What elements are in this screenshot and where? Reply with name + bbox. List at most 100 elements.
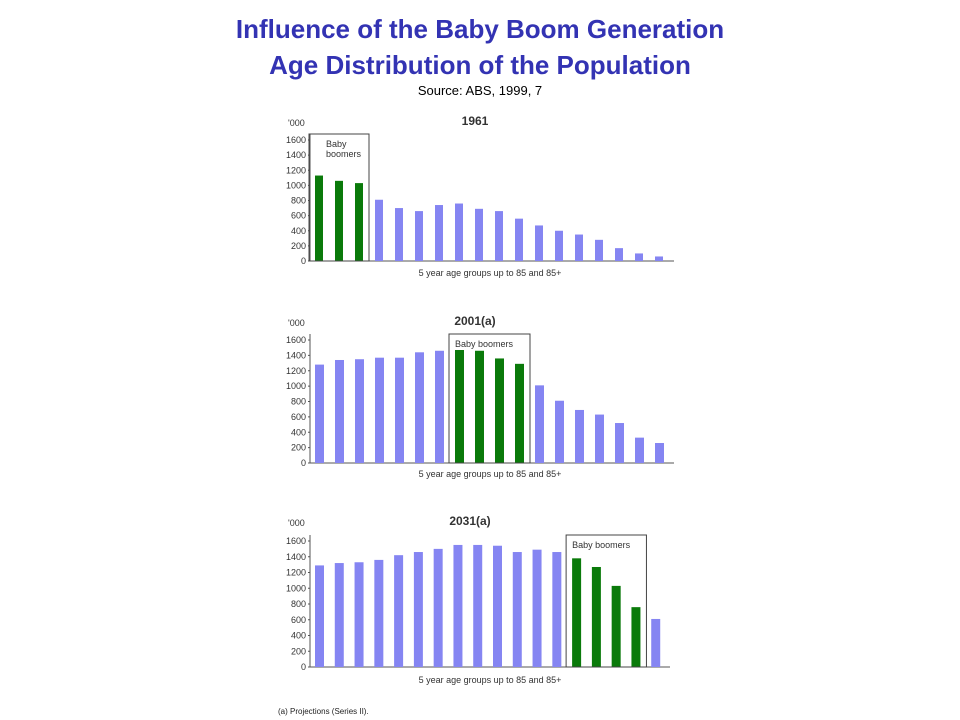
y-tick-label: 1200 — [286, 568, 306, 578]
age-group-bar — [495, 211, 503, 261]
boomer-bar — [515, 363, 524, 463]
y-tick-label: 1400 — [286, 350, 306, 360]
y-tick-label: 1400 — [286, 552, 306, 562]
boomer-bar — [611, 585, 621, 667]
age-group-bar — [433, 548, 443, 667]
boomer-bar — [335, 180, 343, 261]
y-tick-label: 0 — [301, 662, 306, 672]
age-group-bar — [615, 248, 623, 261]
age-group-bar — [555, 230, 563, 261]
y-axis-label: '000 — [288, 518, 305, 528]
y-tick-label: 400 — [291, 631, 306, 641]
y-axis-label: '000 — [288, 318, 305, 328]
source-citation: Source: ABS, 1999, 7 — [417, 83, 543, 98]
age-group-bar — [473, 544, 483, 667]
y-tick-label: 200 — [291, 646, 306, 656]
y-tick-label: 1400 — [286, 150, 306, 160]
y-tick-label: 1600 — [286, 536, 306, 546]
boomer-bar — [455, 349, 464, 463]
age-group-bar — [615, 423, 624, 463]
baby-boomers-label: boomers — [326, 149, 362, 159]
baby-boomers-label: Baby — [326, 139, 347, 149]
boomer-bar — [572, 558, 582, 667]
age-group-bar — [375, 199, 383, 261]
y-tick-label: 1000 — [286, 583, 306, 593]
y-tick-label: 800 — [291, 397, 306, 407]
age-group-bar — [512, 552, 522, 667]
age-group-bar — [374, 559, 384, 667]
age-group-bar — [453, 544, 463, 667]
age-group-bar — [395, 208, 403, 261]
age-group-bar — [315, 364, 324, 463]
chart-title: 1961 — [462, 114, 489, 128]
boomer-bar — [475, 350, 484, 463]
age-group-bar — [515, 218, 523, 261]
y-axis-label: '000 — [288, 118, 305, 128]
y-tick-label: 1200 — [286, 366, 306, 376]
age-group-bar — [651, 618, 661, 667]
age-group-bar — [335, 359, 344, 463]
boomer-bar — [591, 566, 601, 667]
age-group-bar — [413, 552, 423, 667]
age-group-bar — [415, 352, 424, 463]
y-tick-label: 200 — [291, 241, 306, 251]
y-tick-label: 1200 — [286, 165, 306, 175]
age-group-bar — [475, 208, 483, 261]
y-tick-label: 0 — [301, 458, 306, 468]
age-group-bar — [415, 211, 423, 261]
age-group-bar — [655, 443, 664, 463]
age-group-bar — [535, 385, 544, 463]
baby-boomers-box — [448, 333, 531, 464]
y-tick-label: 600 — [291, 211, 306, 221]
y-tick-label: 1600 — [286, 135, 306, 145]
chart-1961: 1961 '000 0 200 400 600 800 1000 1200 1400 1600 Bab… — [286, 114, 674, 278]
age-group-bar — [395, 357, 404, 463]
age-group-bar — [354, 562, 364, 667]
footnote: (a) Projections (Series II). — [278, 707, 369, 716]
baby-boomers-box — [308, 133, 370, 262]
age-group-bar — [635, 437, 644, 463]
y-tick-label: 1000 — [286, 381, 306, 391]
y-tick-label: 400 — [291, 226, 306, 236]
age-group-bar — [375, 357, 384, 463]
age-group-bar — [595, 239, 603, 261]
chart-title: 2031(a) — [449, 514, 490, 528]
age-group-bar — [552, 552, 562, 667]
age-group-bar — [575, 234, 583, 261]
title-line-2: Age Distribution of the Population — [269, 50, 691, 80]
chart-title: 2001(a) — [454, 314, 495, 328]
y-tick-label: 1000 — [286, 180, 306, 190]
y-tick-label: 0 — [301, 256, 306, 266]
age-group-bar — [635, 253, 643, 261]
y-tick-label: 200 — [291, 443, 306, 453]
age-group-bar — [435, 350, 444, 463]
y-tick-label: 400 — [291, 427, 306, 437]
chart-2031: 2031(a) '000 0 200 400 600 800 1000 1200 1400 1600… — [286, 514, 670, 685]
baby-boomers-box — [565, 534, 647, 668]
boomer-bar — [315, 175, 323, 261]
y-tick-label: 600 — [291, 412, 306, 422]
age-group-bar — [655, 256, 663, 261]
baby-boomers-label: Baby boomers — [572, 540, 631, 550]
age-group-bar — [334, 563, 344, 667]
boomer-bar — [355, 183, 363, 261]
boomer-bar — [631, 607, 641, 667]
y-tick-label: 800 — [291, 196, 306, 206]
age-group-bar — [535, 225, 543, 261]
boomer-bar — [495, 358, 504, 463]
chart-2001: 2001(a) '000 0 200 400 600 800 1000 1200 1400 1600… — [286, 314, 674, 479]
age-group-bar — [575, 409, 584, 463]
age-group-bar — [555, 400, 564, 463]
x-axis-label: 5 year age groups up to 85 and 85+ — [419, 469, 562, 479]
age-group-bar — [435, 205, 443, 261]
age-group-bar — [532, 549, 542, 667]
title-line-1: Influence of the Baby Boom Generation — [235, 14, 725, 44]
age-group-bar — [595, 414, 604, 463]
x-axis-label: 5 year age groups up to 85 and 85+ — [419, 268, 562, 278]
age-group-bar — [394, 555, 404, 667]
y-tick-label: 600 — [291, 615, 306, 625]
age-group-bar — [355, 359, 364, 463]
baby-boomers-label: Baby boomers — [455, 339, 514, 349]
age-group-bar — [455, 203, 463, 261]
x-axis-label: 5 year age groups up to 85 and 85+ — [419, 675, 562, 685]
